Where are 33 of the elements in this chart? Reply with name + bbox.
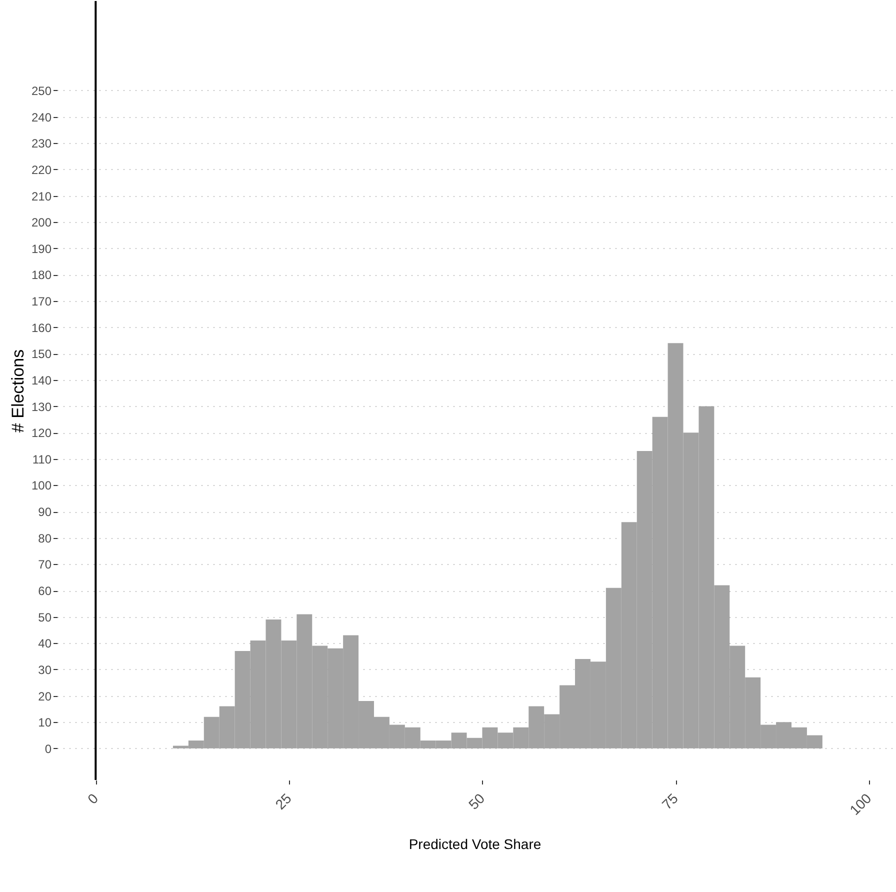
y-tick-label: 140 <box>31 373 52 388</box>
x-tick-label: 50 <box>465 790 488 812</box>
y-tick-label: 190 <box>31 242 52 256</box>
y-tick-label: 150 <box>31 347 52 362</box>
y-tick-label: 20 <box>38 689 52 704</box>
y-tick-label: 180 <box>31 268 52 282</box>
y-tick-label: 80 <box>38 531 52 546</box>
y-tick-label: 10 <box>38 716 52 730</box>
y-tick-label: 250 <box>31 84 52 98</box>
y-tick-label: 210 <box>31 189 52 204</box>
x-tick-label: 25 <box>272 790 295 812</box>
y-tick-label: 60 <box>38 584 52 598</box>
x-tick-label: 75 <box>658 790 682 812</box>
y-axis-title: # Elections <box>8 349 28 433</box>
y-tick-label: 0 <box>44 742 52 756</box>
y-tick-label: 130 <box>31 400 52 414</box>
y-tick-label: 120 <box>31 426 52 440</box>
x-tick-label: 0 <box>84 790 102 807</box>
y-tick-label: 50 <box>38 610 52 624</box>
y-tick-label: 100 <box>31 478 52 493</box>
y-tick-label: 240 <box>31 110 52 124</box>
y-tick-label: 170 <box>31 294 52 309</box>
y-tick-label: 200 <box>31 216 52 230</box>
y-tick-label: 110 <box>32 452 52 466</box>
x-tick-label: 100 <box>846 790 874 818</box>
x-axis-title: Predicted Vote Share <box>408 836 542 852</box>
y-tick-label: 40 <box>38 636 52 651</box>
y-tick-label: 160 <box>31 320 52 335</box>
y-tick-label: 230 <box>31 136 52 151</box>
y-tick-label: 90 <box>38 505 52 520</box>
y-tick-label: 30 <box>38 662 52 677</box>
y-tick-label: 70 <box>38 558 52 572</box>
y-tick-label: 220 <box>31 162 52 177</box>
